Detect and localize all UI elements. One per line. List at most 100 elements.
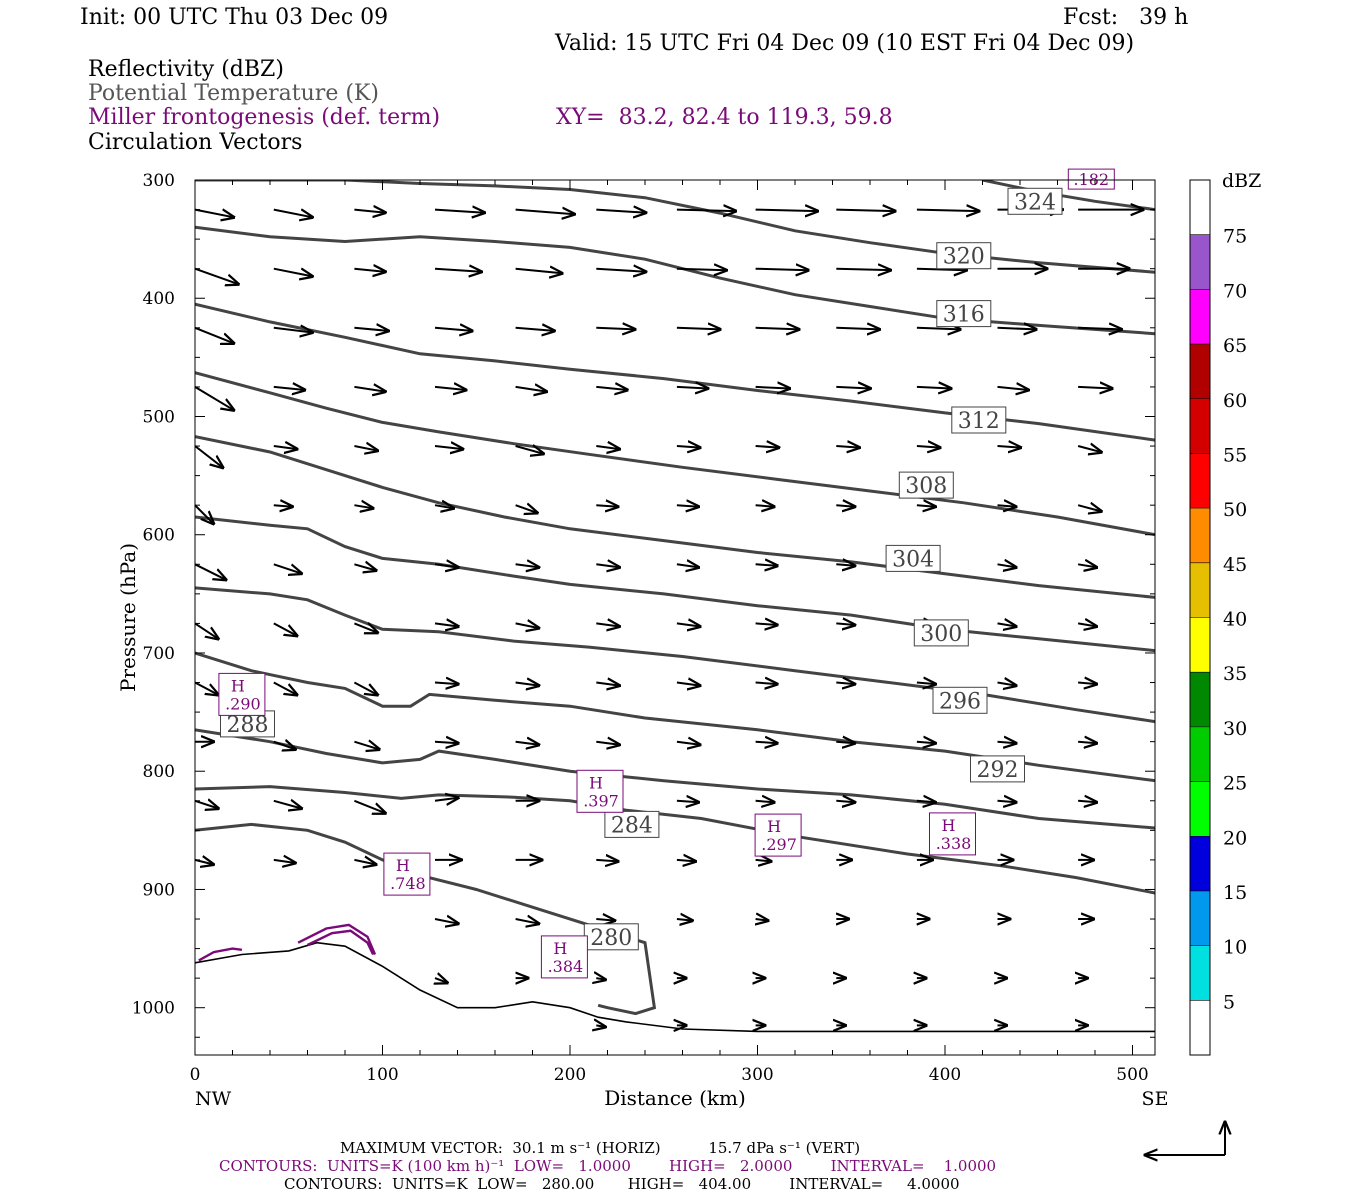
circulation-vector (354, 742, 379, 750)
circulation-vector (515, 683, 539, 686)
circulation-vector (916, 683, 936, 685)
x-tick-label: 0 (190, 1065, 201, 1085)
legend-miller-frontogenesis: Miller frontogenesis (def. term) (88, 105, 441, 130)
theta-label: 304 (892, 547, 934, 572)
circulation-vector (596, 742, 619, 745)
miller-max-letter: H (942, 816, 956, 835)
circulation-vector (354, 860, 376, 865)
theta-label: 292 (977, 758, 1019, 783)
theta-contour-296 (195, 586, 1155, 724)
circulation-vector (836, 564, 855, 566)
circulation-vector (273, 446, 297, 449)
circulation-vector (755, 328, 799, 330)
circulation-vector (515, 919, 539, 924)
y-tick-label: 500 (143, 407, 175, 427)
miller-max-letter: H (396, 856, 410, 875)
theta-label: 324 (1014, 190, 1056, 215)
circulation-vector (755, 860, 772, 862)
circulation-vector (755, 210, 818, 212)
theta-label: 312 (958, 409, 1000, 434)
circulation-vector (1077, 446, 1101, 452)
theta-contours (195, 180, 1155, 1033)
circulation-vector (916, 210, 979, 212)
colorbar-level-label: 25 (1223, 773, 1247, 795)
circulation-vector (676, 623, 700, 626)
miller-max-box (576, 769, 624, 813)
theta-label: 316 (943, 303, 985, 328)
theta-contour-324 (982, 180, 1155, 212)
colorbar-level-label: 50 (1223, 499, 1247, 521)
theta-contour-300 (195, 515, 1155, 653)
colorbar-swatch (1190, 890, 1210, 946)
colorbar-swatch (1190, 180, 1210, 235)
circulation-vector (354, 387, 385, 392)
circulation-vector (916, 328, 960, 330)
circulation-vector (596, 623, 619, 626)
circulation-vector (194, 563, 226, 580)
circulation-vector (755, 269, 809, 271)
circulation-vector (434, 210, 485, 213)
miller-max-box (1067, 168, 1115, 190)
miller-max-value: .384 (548, 957, 584, 976)
circulation-vector (354, 564, 376, 570)
colorbar-swatch (1190, 344, 1210, 399)
x-end-label-nw: NW (195, 1088, 232, 1110)
legend-potential-temperature: Potential Temperature (K) (88, 81, 379, 106)
theta-label: 300 (920, 622, 962, 647)
circulation-vector (434, 683, 458, 685)
circulation-vector (273, 563, 302, 573)
colorbar-swatch (1190, 562, 1210, 618)
circulation-vector (755, 387, 790, 389)
miller-max-letter: H (589, 773, 603, 792)
circulation-vector (194, 445, 223, 468)
miller-contour (198, 947, 243, 962)
x-tick-label: 100 (366, 1065, 398, 1085)
cross-section-endpoints: XY= 83.2, 82.4 to 119.3, 59.8 (556, 105, 893, 130)
circulation-vector (354, 269, 385, 272)
circulation-vector (273, 681, 297, 695)
miller-max-letter: H (767, 817, 781, 836)
theta-label: 288 (227, 713, 269, 738)
circulation-vector (434, 564, 458, 567)
circulation-vector (434, 742, 458, 744)
circulation-vector (354, 623, 377, 632)
colorbar-swatch (1190, 726, 1210, 782)
circulation-vector (596, 505, 618, 507)
colorbar-swatch (1190, 453, 1210, 509)
circulation-vector (836, 801, 855, 803)
circulation-vector (997, 328, 1037, 330)
circulation-vector (596, 269, 646, 272)
theta-label: 308 (905, 474, 947, 499)
circulation-vector (1078, 328, 1121, 330)
circulation-vector (1077, 623, 1097, 626)
circulation-vector (755, 683, 778, 685)
miller-max-value: .297 (761, 835, 797, 854)
circulation-vector (434, 919, 458, 924)
circulation-vector (997, 564, 1017, 567)
circulation-vector (676, 269, 727, 271)
circulation-vector (836, 328, 879, 330)
circulation-vector (1077, 505, 1101, 511)
circulation-vector (836, 683, 855, 685)
circulation-vector (194, 386, 234, 410)
circulation-vector (836, 387, 870, 389)
circulation-vector (836, 623, 855, 625)
theta-contour-292 (195, 651, 1155, 783)
theta-label-box (913, 619, 969, 647)
circulation-vector (515, 210, 575, 215)
circulation-vector (676, 505, 699, 507)
valid-time: Valid: 15 UTC Fri 04 Dec 09 (10 EST Fri … (555, 31, 1135, 56)
colorbar-level-label: 70 (1223, 280, 1247, 302)
colorbar-level-label: 30 (1223, 718, 1247, 740)
circulation-vector (434, 798, 458, 801)
circulation-vector (676, 210, 736, 212)
colorbar-level-label: 10 (1223, 937, 1247, 959)
circulation-vector (676, 801, 699, 803)
theta-label-box (885, 544, 941, 572)
circulation-vector (273, 387, 305, 390)
circulation-vector (676, 683, 700, 686)
circulation-vector (997, 387, 1029, 390)
circulation-vector (997, 623, 1017, 626)
y-tick-label: 1000 (132, 999, 175, 1019)
circulation-vector (676, 742, 700, 745)
